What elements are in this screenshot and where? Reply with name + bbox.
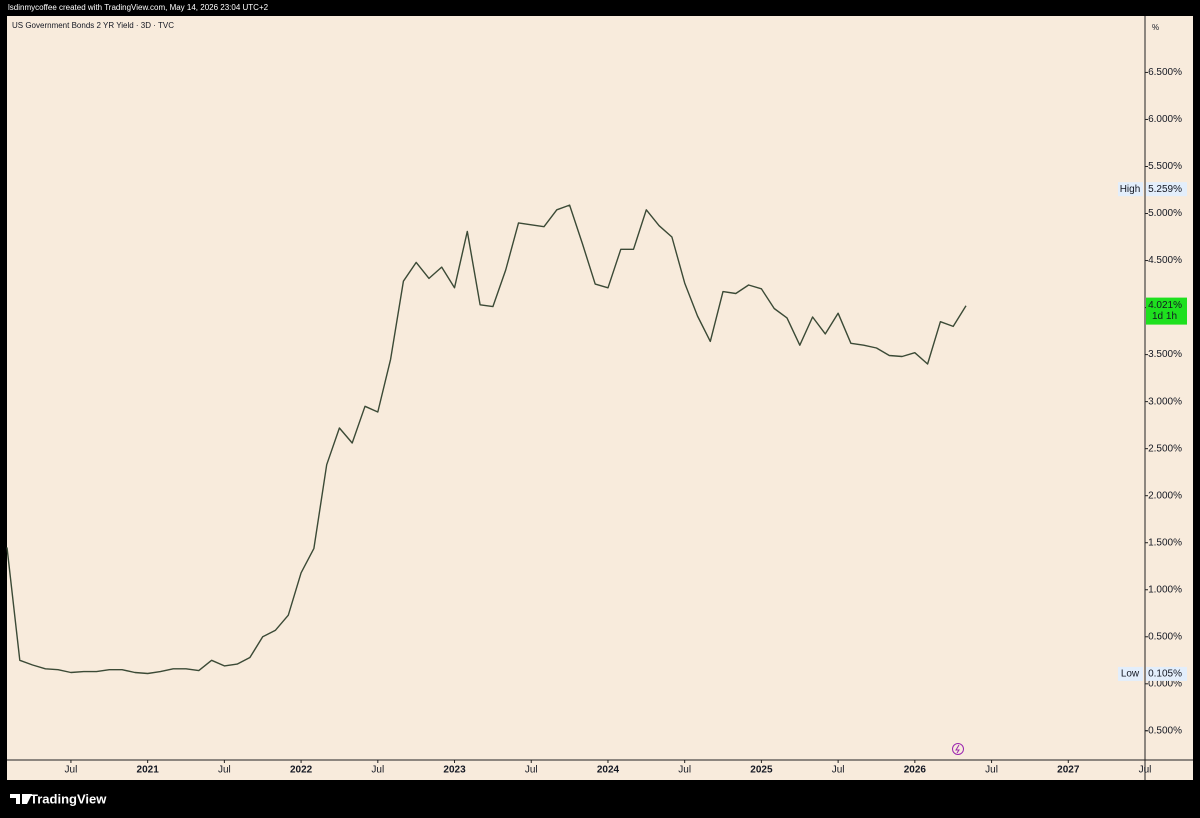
marker-name: High [1120, 184, 1141, 195]
y-tick-label: 6.500% [1148, 67, 1182, 78]
y-tick-label: 5.000% [1148, 208, 1182, 219]
y-tick-label: 3.500% [1148, 349, 1182, 360]
last-price: 4.021% [1148, 300, 1182, 311]
y-tick-label: 6.000% [1148, 114, 1182, 125]
y-tick-label: 5.500% [1148, 161, 1182, 172]
price-line [6, 204, 967, 675]
marker-value-box [1146, 182, 1187, 197]
y-tick-label: 1.000% [1148, 584, 1182, 595]
x-tick-label: Jul [832, 765, 845, 776]
y-tick-label: -0.500% [1145, 725, 1182, 736]
x-tick-label: Jul [1139, 765, 1152, 776]
y-tick-label: 2.000% [1148, 490, 1182, 501]
marker-value: 5.259% [1148, 184, 1182, 195]
x-tick-label: Jul [371, 765, 384, 776]
x-tick-label: Jul [678, 765, 691, 776]
chart-background [7, 16, 1193, 780]
y-tick-label: 2.500% [1148, 443, 1182, 454]
x-tick-label: 2022 [290, 765, 313, 776]
bar-countdown: 1d 1h [1152, 311, 1177, 322]
marker-value: 0.105% [1148, 669, 1182, 680]
y-tick-label: 3.000% [1148, 396, 1182, 407]
x-tick-label: Jul [525, 765, 538, 776]
marker-name-box [1118, 182, 1143, 197]
event-icon-bolt [955, 744, 960, 754]
x-tick-label: 2021 [137, 765, 160, 776]
x-tick-label: 2026 [904, 765, 927, 776]
y-tick-label: 1.500% [1148, 537, 1182, 548]
marker-value-box [1146, 666, 1187, 681]
y-tick-label: 4.500% [1148, 255, 1182, 266]
x-tick-label: Jul [218, 765, 231, 776]
x-tick-label: 2023 [443, 765, 466, 776]
x-tick-label: 2027 [1057, 765, 1080, 776]
y-tick-label: 0.000% [1148, 678, 1182, 689]
chart-title: US Government Bonds 2 YR Yield · 3D · TV… [12, 21, 174, 30]
y-tick-label: 0.500% [1148, 631, 1182, 642]
header-credit: lsdinmycoffee created with TradingView.c… [8, 3, 269, 12]
brand-name: TradingView [30, 791, 107, 806]
brand-logo [10, 794, 32, 804]
event-icon[interactable] [952, 743, 964, 755]
marker-name: Low [1121, 669, 1140, 680]
x-tick-label: 2024 [597, 765, 620, 776]
last-price-box [1146, 297, 1187, 325]
x-tick-label: 2025 [750, 765, 773, 776]
x-tick-label: Jul [65, 765, 78, 776]
unit-label: % [1152, 23, 1159, 32]
x-tick-label: Jul [985, 765, 998, 776]
marker-name-box [1118, 666, 1143, 681]
